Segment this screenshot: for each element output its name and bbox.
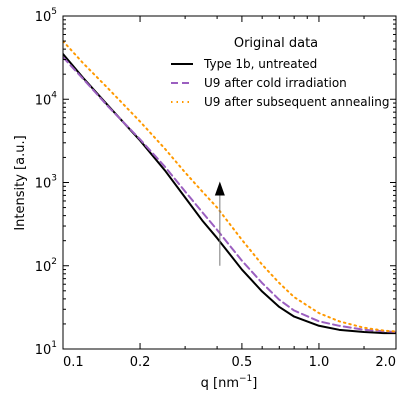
legend-label-annealing: U9 after subsequent annealing (204, 95, 389, 109)
x-tick-label: 1.0 (309, 355, 330, 370)
x-tick-label: 2.0 (375, 355, 396, 370)
y-axis-label: Intensity [a.u.] (13, 135, 28, 230)
x-axis-label: q [nm−1] (201, 374, 258, 391)
arrow-head (214, 181, 225, 196)
legend-label-cold-irradiation: U9 after cold irradiation (204, 76, 347, 90)
legend-label-untreated: Type 1b, untreated (203, 57, 317, 71)
annotation-layer (214, 181, 225, 266)
series-line-1 (63, 52, 396, 335)
y-tick-label: 103 (35, 174, 57, 192)
series-layer (63, 40, 396, 335)
y-tick-label: 104 (35, 90, 58, 108)
tick-layer: 0.1 0.2 0.5 1.0 2.0 101 102 103 104 105 (35, 7, 397, 370)
y-tick-label: 102 (35, 257, 57, 275)
legend: Original data Type 1b, untreated U9 afte… (171, 36, 389, 109)
x-tick-label: 0.2 (130, 355, 151, 370)
y-tick-label: 105 (35, 7, 57, 25)
x-tick-label: 0.1 (63, 355, 84, 370)
series-line-2 (63, 56, 396, 334)
x-tick-label: 0.5 (232, 355, 253, 370)
legend-title: Original data (234, 36, 318, 51)
y-tick-label: 101 (35, 340, 57, 358)
